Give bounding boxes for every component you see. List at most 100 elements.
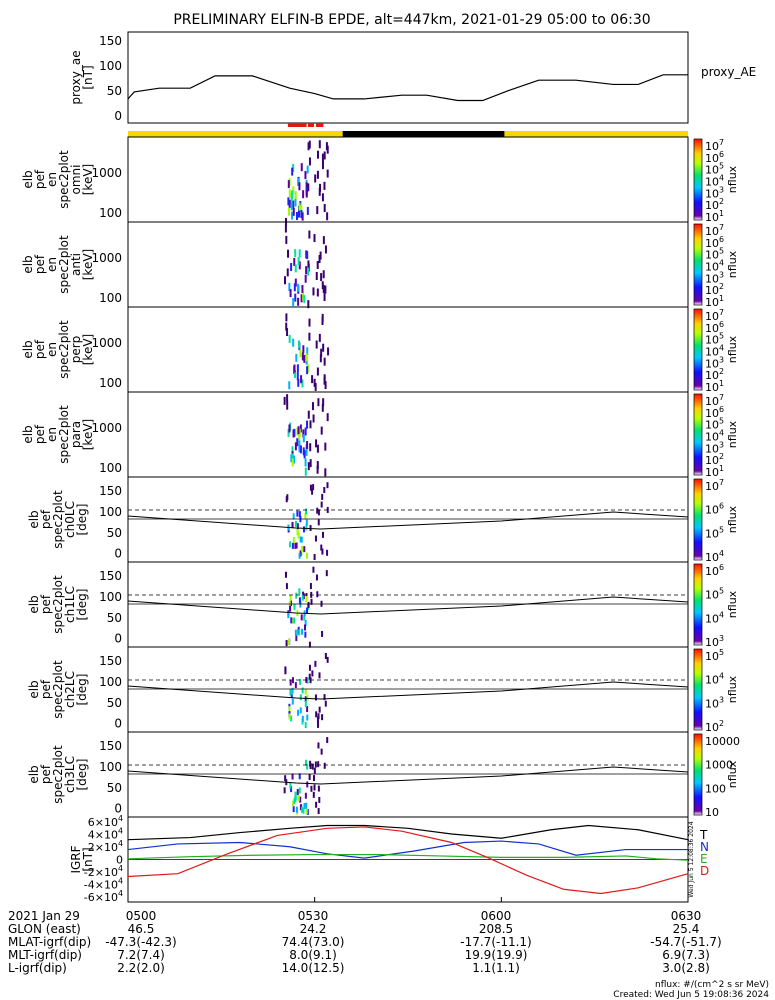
spectrogram-pixel — [287, 180, 290, 189]
colorbar-tick-label: 10 — [705, 806, 719, 819]
spectrogram-pixel — [287, 428, 290, 437]
spectrogram-pixel — [293, 428, 296, 437]
spectrogram-pixel — [298, 787, 301, 794]
y-tick-label: -4×104 — [84, 877, 123, 892]
spectrogram-pixel — [308, 664, 311, 671]
spectrogram-pixel — [305, 519, 308, 526]
spectrogram-pixel — [295, 520, 298, 527]
axis-label: [nT] — [81, 65, 95, 89]
spectrogram-pixel — [298, 249, 301, 258]
igrf-legend-D: D — [700, 864, 709, 878]
spectrogram-pixel — [301, 687, 304, 694]
spectrogram-pixel — [305, 524, 308, 531]
spectrogram-pixel — [321, 161, 324, 170]
spectrogram-pixel — [324, 381, 327, 390]
panel-frame — [127, 646, 689, 733]
spectrogram-pixel — [297, 532, 300, 539]
axis-label: elb — [27, 765, 41, 783]
axis-label: elb — [21, 340, 35, 358]
spectrogram-pixel — [287, 638, 290, 645]
spectrogram-pixel — [288, 713, 291, 720]
spectrogram-pixel — [316, 288, 319, 297]
spectrogram-pixel — [314, 694, 317, 701]
axis-label: en — [45, 342, 59, 357]
axis-label: en — [45, 427, 59, 442]
time-tick-label: 0530 — [298, 909, 329, 923]
axis-label: pef — [39, 764, 53, 784]
spectrogram-pixel — [294, 278, 297, 287]
spectrogram-pixel — [306, 347, 309, 356]
colorbar-tick-label: 107 — [705, 393, 724, 408]
y-tick-label: 1000 — [91, 166, 122, 180]
spectrogram-pixel — [287, 197, 290, 206]
axis-label: pef — [39, 679, 53, 699]
spectrogram-pixel — [298, 588, 301, 595]
spectrogram-pixel — [316, 465, 319, 474]
y-tick-label: 4×104 — [88, 827, 123, 842]
axis-label: spec2plot — [51, 745, 65, 804]
spectrogram-pixel — [284, 224, 287, 233]
spectrogram-pixel — [304, 701, 307, 708]
axis-label: spec2plot — [57, 235, 71, 294]
spectrogram-pixel — [306, 251, 309, 260]
spectrogram-pixel — [326, 737, 329, 744]
axis-label: [nT] — [81, 847, 95, 871]
y-tick-label: 50 — [107, 611, 122, 625]
spectrogram-pixel — [298, 182, 301, 191]
spectrogram-pixel — [301, 545, 304, 552]
spectrogram-pixel — [319, 354, 322, 363]
colorbar-tick-label: 101 — [705, 209, 724, 224]
spectrogram-pixel — [307, 601, 310, 608]
colorbar-tick-label: 103 — [705, 185, 724, 200]
spectrogram-pixel — [305, 596, 308, 603]
spectrogram-pixel — [298, 629, 301, 636]
spectrogram-pixel — [284, 775, 287, 782]
spectrogram-pixel — [286, 401, 289, 410]
spectrogram-pixel — [321, 403, 324, 412]
colorbar-tick-label: 106 — [705, 150, 724, 165]
axis-label: pef — [33, 254, 47, 274]
spectrogram-pixel — [326, 413, 329, 422]
axis-label: elb — [21, 425, 35, 443]
spectrogram-pixel — [323, 357, 326, 366]
spectrogram-pixel — [304, 631, 307, 638]
axis-label: elb — [21, 255, 35, 273]
spectrogram-pixel — [290, 692, 293, 699]
y-tick-label: 100 — [99, 376, 122, 390]
spectrogram-pixel — [304, 274, 307, 283]
spectrogram-pixel — [320, 348, 323, 357]
spectrogram-pixel — [305, 266, 308, 275]
spectrogram-pixel — [308, 157, 311, 166]
spectrogram-pixel — [317, 808, 320, 815]
spectrogram-pixel — [305, 353, 308, 362]
spectrogram-pixel — [301, 379, 304, 388]
spectrogram-pixel — [324, 652, 327, 659]
spectrogram-pixel — [302, 434, 305, 443]
spectrogram-pixel — [291, 211, 294, 220]
spectrogram-pixel — [321, 714, 324, 721]
colorbar — [693, 393, 703, 476]
spectrogram-pixel — [303, 614, 306, 621]
spectrogram-pixel — [316, 367, 319, 376]
colorbar-label: nflux — [726, 420, 739, 448]
spectrogram-pixel — [288, 334, 291, 343]
axis-label: IGRF — [69, 845, 83, 873]
y-tick-label: 100 — [99, 291, 122, 305]
axis-label: [keV] — [81, 164, 95, 195]
time-tick-label: 0600 — [481, 909, 512, 923]
spectrogram-pixel — [304, 458, 307, 467]
spectrogram-pixel — [306, 781, 309, 788]
spectrogram-pixel — [288, 207, 291, 216]
spectrogram-pixel — [290, 202, 293, 211]
panel-frame — [127, 731, 689, 818]
date-label: 2021 Jan 29 — [8, 909, 80, 923]
spectrogram-pixel — [315, 801, 318, 808]
y-tick-label: 0 — [114, 547, 122, 561]
colorbar-tick-label: 101 — [705, 294, 724, 309]
spectrogram-pixel — [317, 398, 320, 407]
y-tick-label: 100 — [99, 206, 122, 220]
spectrogram-pixel — [300, 205, 303, 214]
spectrogram-pixel — [321, 493, 324, 500]
spectrogram-pixel — [296, 523, 299, 530]
ephemeris-row-label: L-igrf(dip) — [8, 961, 67, 975]
